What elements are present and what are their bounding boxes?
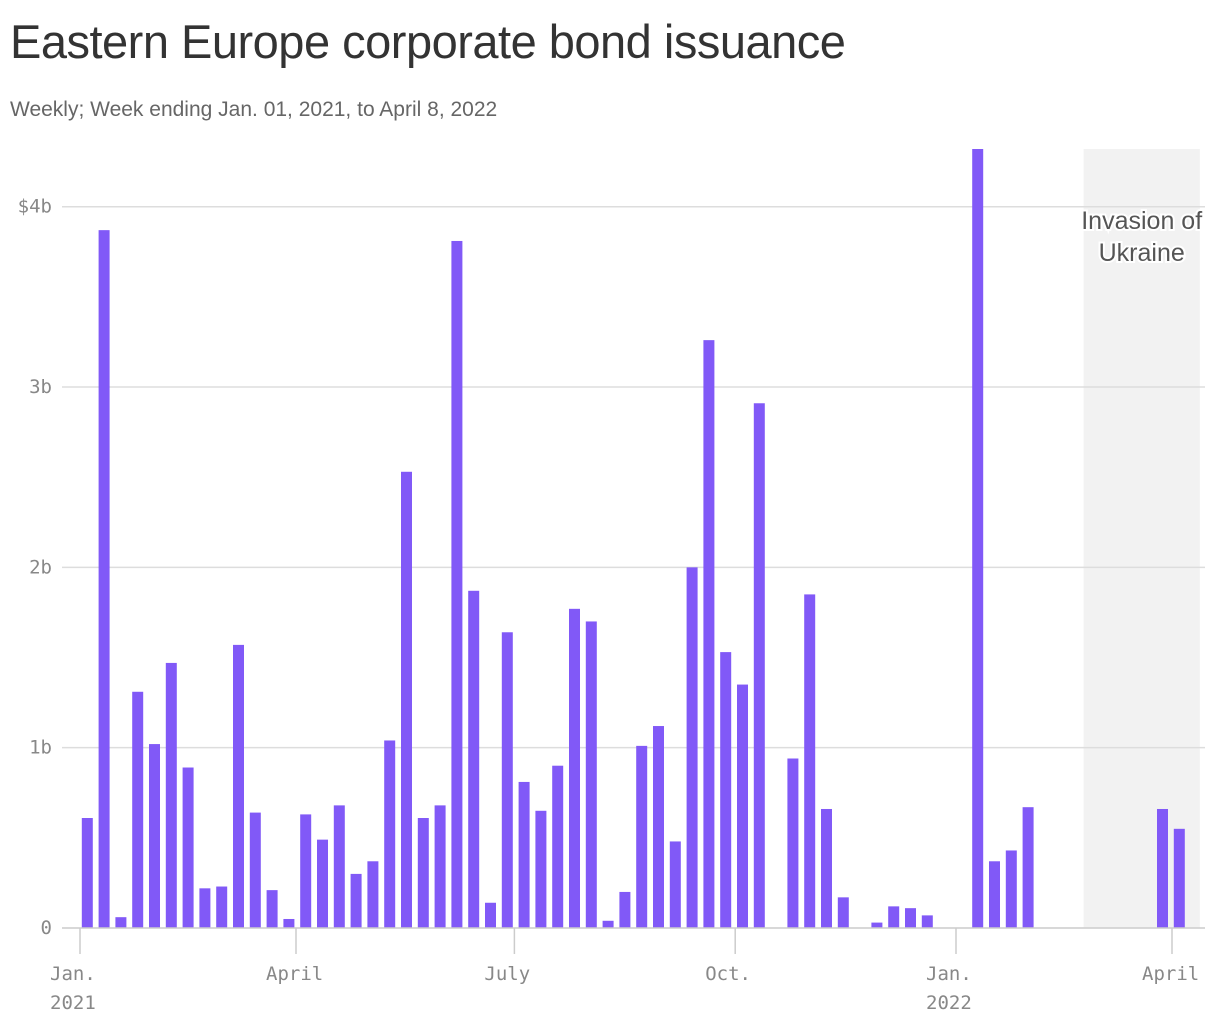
bar xyxy=(249,812,261,928)
bar xyxy=(518,781,530,928)
bar xyxy=(888,906,900,928)
bar xyxy=(871,922,883,928)
bar xyxy=(989,861,1000,928)
y-tick-label: 0 xyxy=(41,917,52,939)
bar xyxy=(552,765,564,928)
bar xyxy=(132,691,144,928)
bar xyxy=(384,740,396,928)
x-tick-label: 2022 xyxy=(926,992,972,1014)
bar xyxy=(367,861,379,928)
bar xyxy=(602,920,614,928)
x-tick-label: April xyxy=(1142,963,1199,985)
bar xyxy=(149,744,160,928)
bar xyxy=(703,340,715,928)
bar xyxy=(753,403,765,928)
bar xyxy=(182,767,194,928)
bar xyxy=(619,891,631,928)
x-tick-label: Jan. xyxy=(926,963,972,985)
bar xyxy=(804,594,816,928)
bar xyxy=(468,590,480,928)
bar xyxy=(199,888,211,928)
bar xyxy=(737,684,748,928)
x-tick-label: 2021 xyxy=(50,992,96,1014)
bar xyxy=(501,632,513,928)
bar xyxy=(233,644,244,928)
y-tick-label: 2b xyxy=(29,556,52,578)
bar xyxy=(216,886,228,928)
bar xyxy=(905,908,916,928)
chart-title: Eastern Europe corporate bond issuance xyxy=(10,15,846,68)
x-tick-label: April xyxy=(266,963,323,985)
x-tick-label: July xyxy=(484,963,530,985)
bar xyxy=(317,839,328,928)
invasion-shade-region xyxy=(1083,149,1200,928)
bar xyxy=(333,805,345,928)
bar xyxy=(1005,850,1017,928)
bar xyxy=(686,567,698,928)
bar xyxy=(350,873,362,928)
annotation-label: Ukraine xyxy=(1099,239,1185,267)
bar xyxy=(434,805,446,928)
x-tick-label: Jan. xyxy=(50,963,96,985)
y-tick-label: 3b xyxy=(29,376,52,398)
x-tick-label: Oct. xyxy=(705,963,751,985)
bar xyxy=(485,902,496,928)
bar xyxy=(165,662,177,928)
y-tick-label: $4b xyxy=(18,196,52,218)
bar xyxy=(266,890,278,928)
bar xyxy=(653,726,664,928)
bar xyxy=(669,841,681,928)
bar xyxy=(98,230,110,929)
annotation-label: Invasion of xyxy=(1081,207,1202,235)
bar xyxy=(115,917,127,928)
bar xyxy=(821,808,832,928)
bar xyxy=(837,897,849,928)
bar xyxy=(921,915,933,928)
bar xyxy=(1157,808,1168,928)
chart-subtitle: Weekly; Week ending Jan. 01, 2021, to Ap… xyxy=(10,98,498,121)
bar xyxy=(720,652,732,928)
bar xyxy=(636,745,648,928)
bar xyxy=(972,149,984,928)
bar xyxy=(787,758,799,928)
bar xyxy=(535,810,547,928)
bar xyxy=(585,621,597,928)
bar xyxy=(569,608,580,928)
bar xyxy=(401,471,412,928)
bar xyxy=(283,918,295,928)
y-tick-label: 1b xyxy=(29,737,52,759)
bar xyxy=(300,814,312,928)
bar xyxy=(1173,828,1185,928)
bar xyxy=(417,818,429,928)
bar xyxy=(81,818,93,928)
bar xyxy=(1022,807,1034,928)
bar xyxy=(451,240,463,928)
